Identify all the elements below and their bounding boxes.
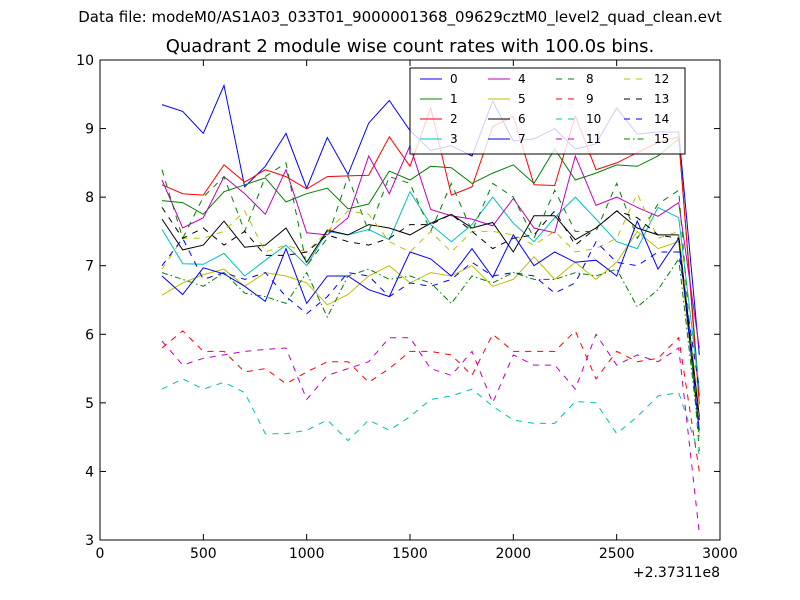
series-line-1 xyxy=(161,137,700,397)
chart-title: Quadrant 2 module wise count rates with … xyxy=(165,36,655,57)
y-tick-label: 3 xyxy=(85,533,94,549)
series-line-15 xyxy=(161,257,700,438)
x-tick-label: 3000 xyxy=(702,546,738,562)
legend-label-1: 1 xyxy=(450,92,458,106)
y-tick-label: 4 xyxy=(85,464,94,480)
figure-suptitle: Data file: modeM0/AS1A03_033T01_90000013… xyxy=(78,8,722,26)
legend-label-5: 5 xyxy=(518,92,526,106)
legend-label-3: 3 xyxy=(450,132,458,146)
legend-label-10: 10 xyxy=(586,112,601,126)
series-line-12 xyxy=(161,192,700,410)
y-tick-label: 7 xyxy=(85,259,94,275)
y-tick-label: 10 xyxy=(76,53,94,69)
legend-label-4: 4 xyxy=(518,72,526,86)
legend-label-9: 9 xyxy=(586,92,594,106)
series-line-7 xyxy=(161,219,700,431)
x-tick-label: 1000 xyxy=(289,546,325,562)
x-tick-label: 0 xyxy=(96,546,105,562)
axis-ticks-layer: 0 500 1000 1500 2000 2500 3000345678910+2.3731… xyxy=(76,53,738,581)
series-line-11 xyxy=(161,333,700,534)
legend-label-14: 14 xyxy=(654,112,669,126)
legend-label-6: 6 xyxy=(518,112,526,126)
legend-label-11: 11 xyxy=(586,132,601,146)
x-tick-label: 1500 xyxy=(392,546,428,562)
legend-label-2: 2 xyxy=(450,112,458,126)
series-line-4 xyxy=(161,144,700,349)
y-tick-label: 6 xyxy=(85,327,94,343)
series-lines-layer xyxy=(161,83,700,534)
legend-label-7: 7 xyxy=(518,132,526,146)
x-tick-label: 2000 xyxy=(496,546,532,562)
x-tick-label: 2500 xyxy=(599,546,635,562)
legend-label-13: 13 xyxy=(654,92,669,106)
series-line-3 xyxy=(161,190,700,390)
y-tick-label: 8 xyxy=(85,190,94,206)
series-line-9 xyxy=(161,330,700,472)
series-line-14 xyxy=(161,237,700,390)
legend-label-15: 15 xyxy=(654,132,669,146)
legend-label-12: 12 xyxy=(654,72,669,86)
series-line-5 xyxy=(161,230,700,434)
series-line-6 xyxy=(161,210,700,417)
x-tick-label: 500 xyxy=(190,546,217,562)
legend-frame xyxy=(409,67,686,155)
y-tick-label: 9 xyxy=(85,122,94,138)
series-line-10 xyxy=(161,378,700,455)
series-line-8 xyxy=(161,162,700,451)
y-tick-label: 5 xyxy=(85,396,94,412)
x-offset-label: +2.37311e8 xyxy=(633,565,720,581)
legend-label-8: 8 xyxy=(586,72,594,86)
legend-label-0: 0 xyxy=(450,72,458,86)
series-line-13 xyxy=(161,207,700,421)
